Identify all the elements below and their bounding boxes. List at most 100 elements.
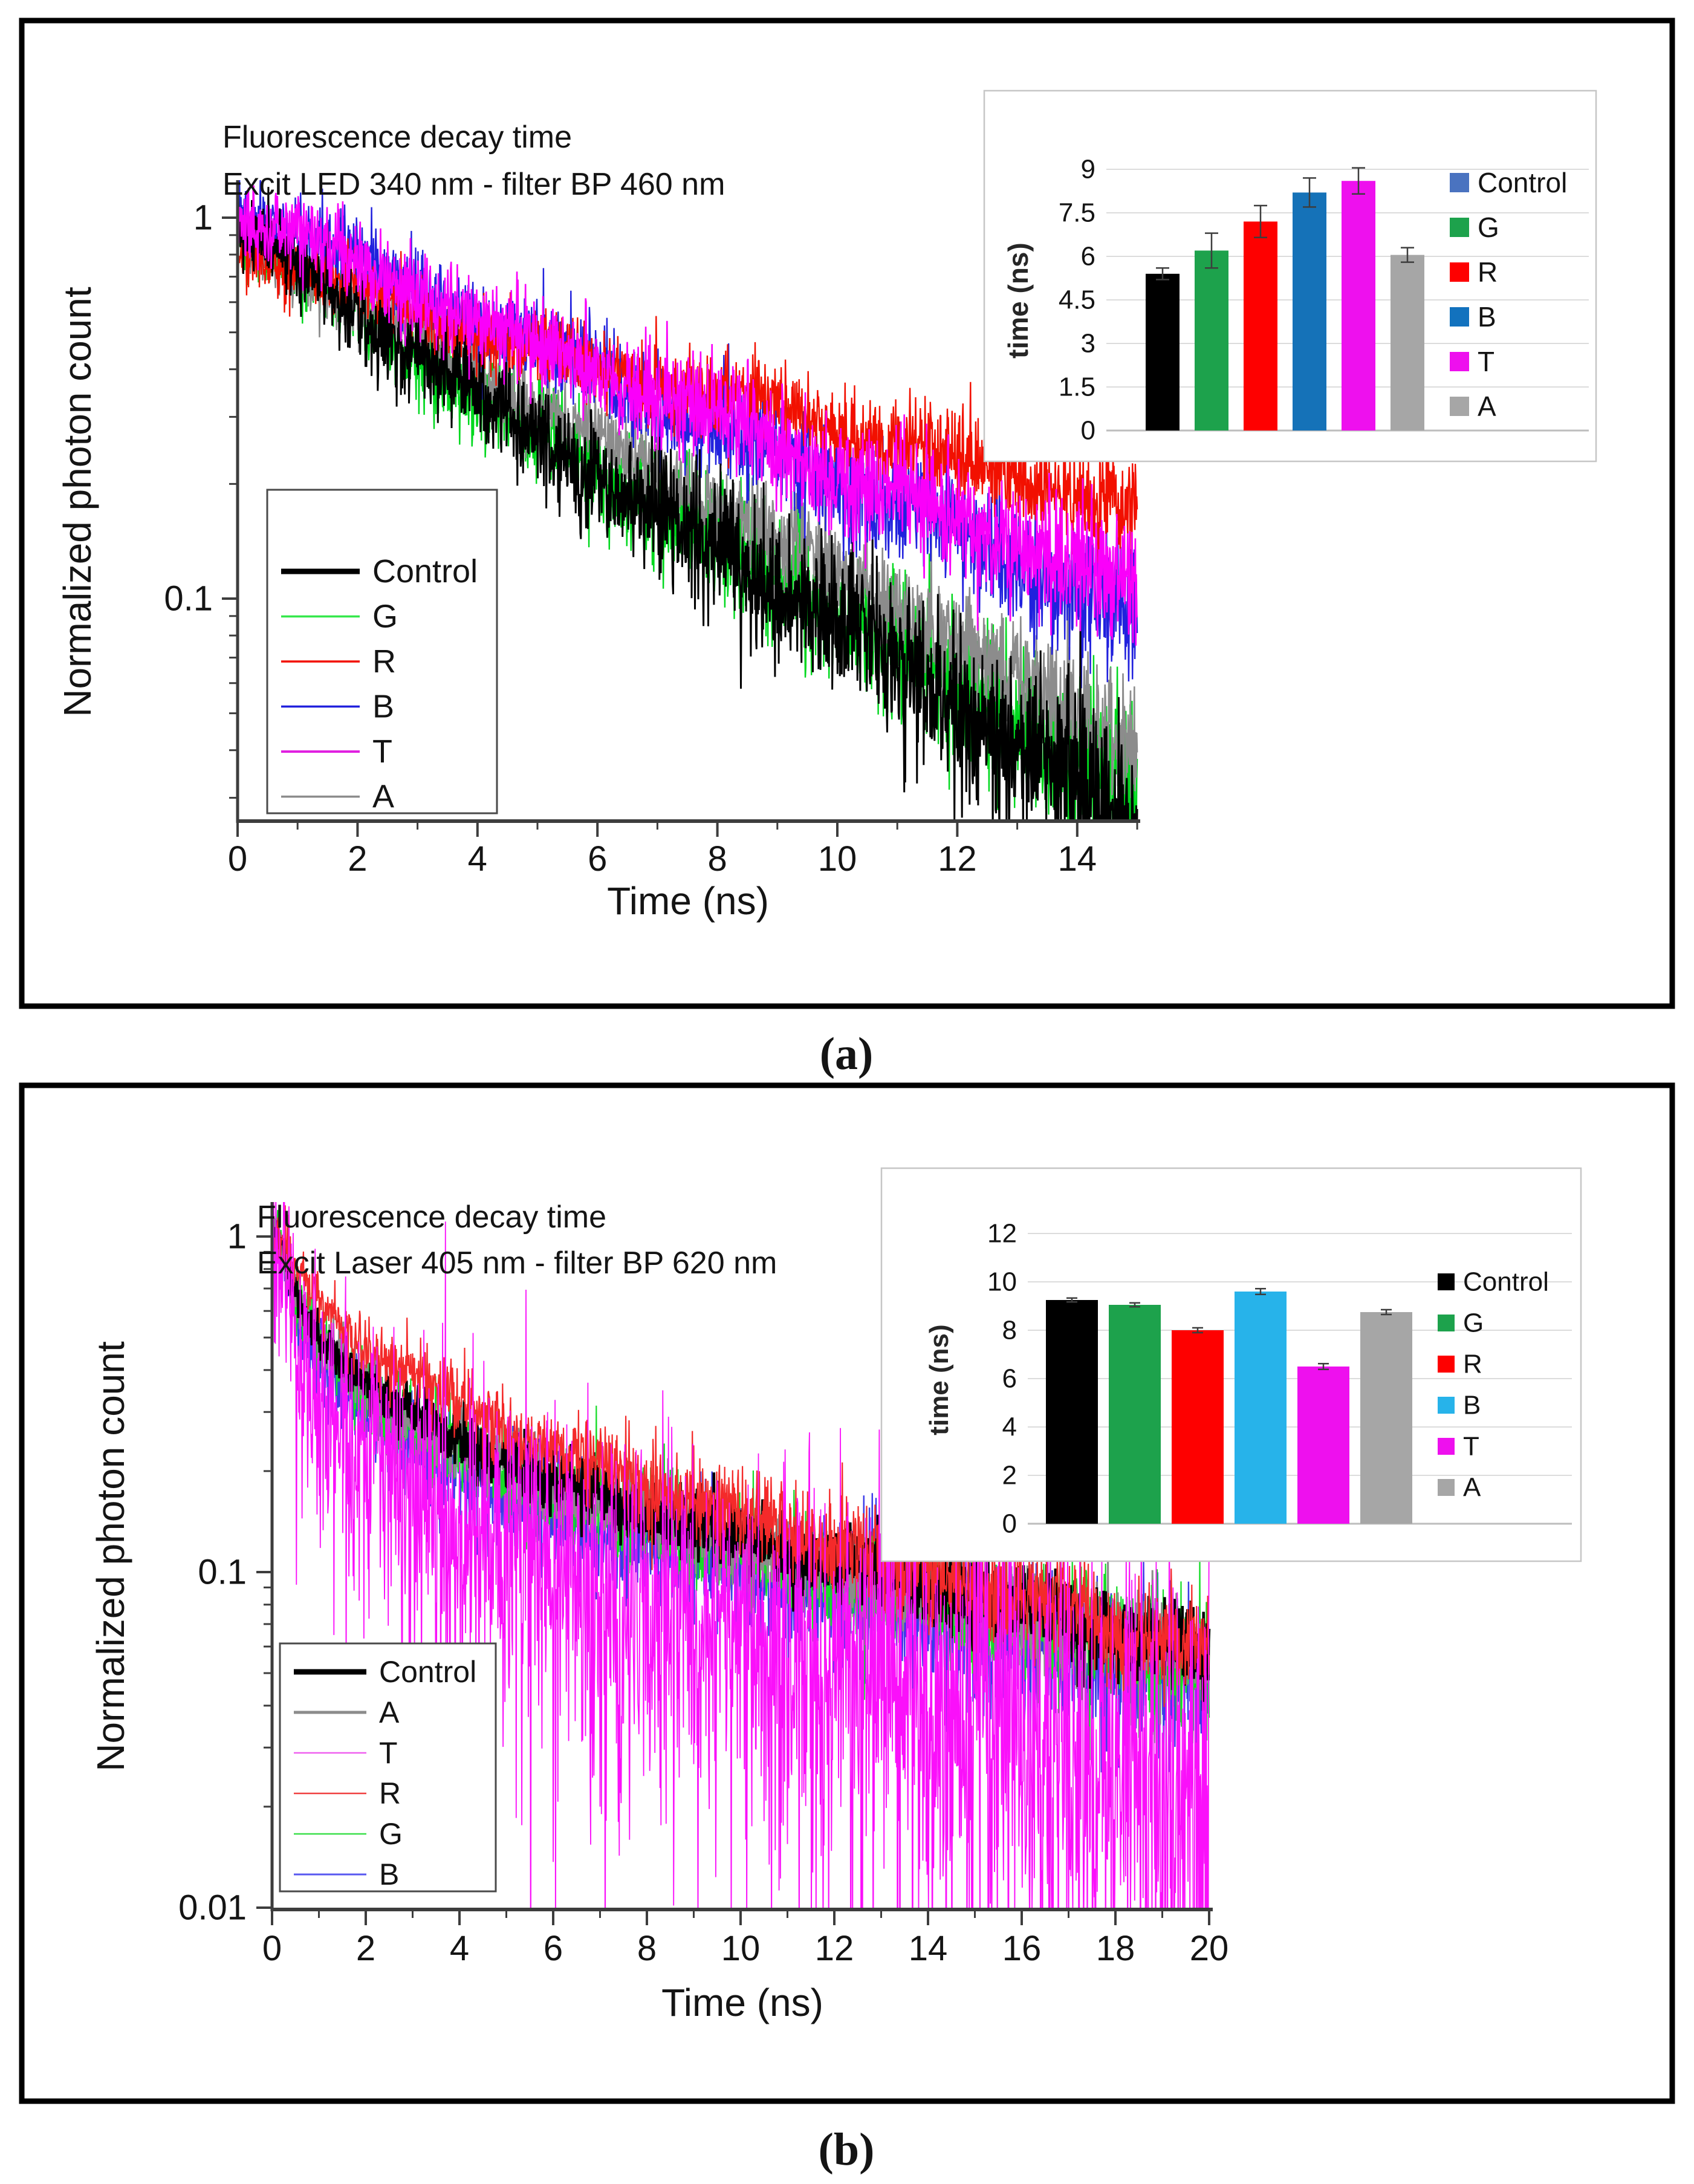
layer-a-legend-box	[266, 489, 498, 814]
x-tick-label: 8	[637, 1929, 657, 1968]
y-tick-label: 1	[193, 198, 213, 238]
legend-label: B	[379, 1857, 399, 1891]
x-tick-label: 2	[348, 839, 367, 879]
x-tick-label: 6	[588, 839, 607, 879]
panel-a-title-line1: Fluorescence decay time	[222, 120, 572, 155]
inset-y-tick-label: 4	[1002, 1412, 1017, 1442]
x-tick-label: 0	[228, 839, 247, 879]
inset-legend-swatch-R	[1450, 262, 1469, 282]
inset-legend-swatch-T	[1438, 1438, 1455, 1455]
inset-legend-label: A	[1478, 391, 1496, 422]
decay-curve-R	[272, 1205, 1210, 1710]
legend-label: G	[372, 599, 398, 635]
bar-B	[1235, 1292, 1287, 1524]
inset-y-tick-label: 6	[1081, 242, 1095, 271]
bar-R	[1244, 221, 1277, 431]
x-tick-label: 4	[468, 839, 487, 879]
panel-b-title-line1: Fluorescence decay time	[257, 1200, 606, 1235]
x-tick-label: 8	[707, 839, 727, 879]
panel-b-title-line2: Excit Laser 405 nm - filter BP 620 nm	[257, 1246, 777, 1281]
decay-curve-R	[238, 221, 1138, 564]
layer-a-inset-box	[983, 89, 1597, 463]
legend-label: B	[372, 689, 394, 725]
x-tick-label: 0	[262, 1929, 282, 1968]
panel-b-y-axis-title: Normalized photon count	[89, 1341, 132, 1772]
x-tick-label: 12	[815, 1929, 854, 1968]
y-tick-label: 0.1	[164, 579, 213, 619]
inset-legend-label: A	[1463, 1473, 1481, 1503]
legend-label: Control	[372, 553, 478, 590]
layer-b-legend-box	[279, 1642, 497, 1893]
legend-label: G	[379, 1817, 403, 1851]
inset-legend-swatch-G	[1450, 218, 1469, 237]
inset-y-tick-label: 3	[1081, 329, 1095, 359]
layer-a-curves	[238, 180, 1138, 821]
inset-y-tick-label: 8	[1002, 1316, 1017, 1345]
panel-a-title-line2: Excit LED 340 nm - filter BP 460 nm	[222, 167, 725, 202]
legend-label: A	[379, 1695, 400, 1729]
bar-G	[1195, 250, 1228, 431]
bar-B	[1293, 192, 1326, 431]
caption-b: (b)	[819, 2124, 875, 2175]
x-tick-label: 16	[1002, 1929, 1042, 1968]
bar-A	[1360, 1312, 1412, 1524]
bar-R	[1172, 1330, 1224, 1524]
inset-legend-swatch-A	[1438, 1479, 1455, 1496]
inset-y-tick-label: 9	[1081, 155, 1095, 184]
x-tick-label: 4	[450, 1929, 469, 1968]
caption-a: (a)	[820, 1029, 874, 1079]
x-tick-label: 10	[818, 839, 857, 879]
inset-legend-label: T	[1463, 1432, 1479, 1461]
panel-a-y-axis-title: Normalized photon count	[56, 287, 99, 717]
decay-curve-T	[238, 185, 1138, 646]
x-tick-label: 10	[721, 1929, 761, 1968]
y-tick-label: 0.1	[198, 1553, 247, 1592]
inset-y-tick-label: 2	[1002, 1461, 1017, 1490]
legend-label: T	[372, 733, 392, 770]
x-tick-label: 18	[1096, 1929, 1135, 1968]
inset-y-tick-label: 10	[987, 1267, 1017, 1297]
inset-legend-swatch-B	[1438, 1397, 1455, 1414]
x-tick-label: 12	[938, 839, 977, 879]
inset-legend-label: G	[1478, 212, 1499, 243]
panel-b-x-axis-title: Time (ns)	[661, 1981, 823, 2024]
bar-T	[1297, 1367, 1349, 1524]
decay-curve-Control	[238, 187, 1138, 821]
inset-y-tick-label: 7.5	[1059, 198, 1095, 228]
inset-legend-label: G	[1463, 1308, 1484, 1338]
bar-Control	[1046, 1300, 1098, 1524]
panel-a-x-axis-title: Time (ns)	[607, 879, 769, 923]
y-tick-label: 1	[227, 1217, 247, 1256]
inset-legend-swatch-G	[1438, 1315, 1455, 1331]
inset-legend-label: Control	[1478, 167, 1567, 198]
inset-y-tick-label: 0	[1002, 1509, 1017, 1539]
inset-legend-label: Control	[1463, 1267, 1549, 1297]
inset-legend-label: T	[1478, 346, 1494, 377]
inset-legend-swatch-Control	[1438, 1273, 1455, 1290]
legend-label: A	[372, 779, 394, 815]
x-tick-label: 14	[1058, 839, 1097, 879]
y-tick-label: 0.01	[178, 1888, 247, 1928]
x-tick-label: 6	[544, 1929, 563, 1968]
inset-legend-label: R	[1463, 1350, 1482, 1379]
panel-b-inset-y-axis-title: time (ns)	[924, 1324, 954, 1435]
layer-b-curves	[272, 1202, 1211, 1909]
legend-label: R	[372, 643, 396, 680]
inset-legend-swatch-Control	[1450, 173, 1469, 192]
inset-legend-label: B	[1463, 1391, 1481, 1420]
x-tick-label: 2	[356, 1929, 375, 1968]
x-tick-label: 14	[909, 1929, 948, 1968]
inset-legend-label: B	[1478, 301, 1496, 333]
inset-y-tick-label: 12	[987, 1219, 1017, 1249]
inset-legend-swatch-T	[1450, 352, 1469, 371]
bar-Control	[1146, 273, 1180, 431]
inset-legend-label: R	[1478, 256, 1498, 288]
legend-label: Control	[379, 1655, 476, 1689]
bar-A	[1391, 255, 1424, 431]
